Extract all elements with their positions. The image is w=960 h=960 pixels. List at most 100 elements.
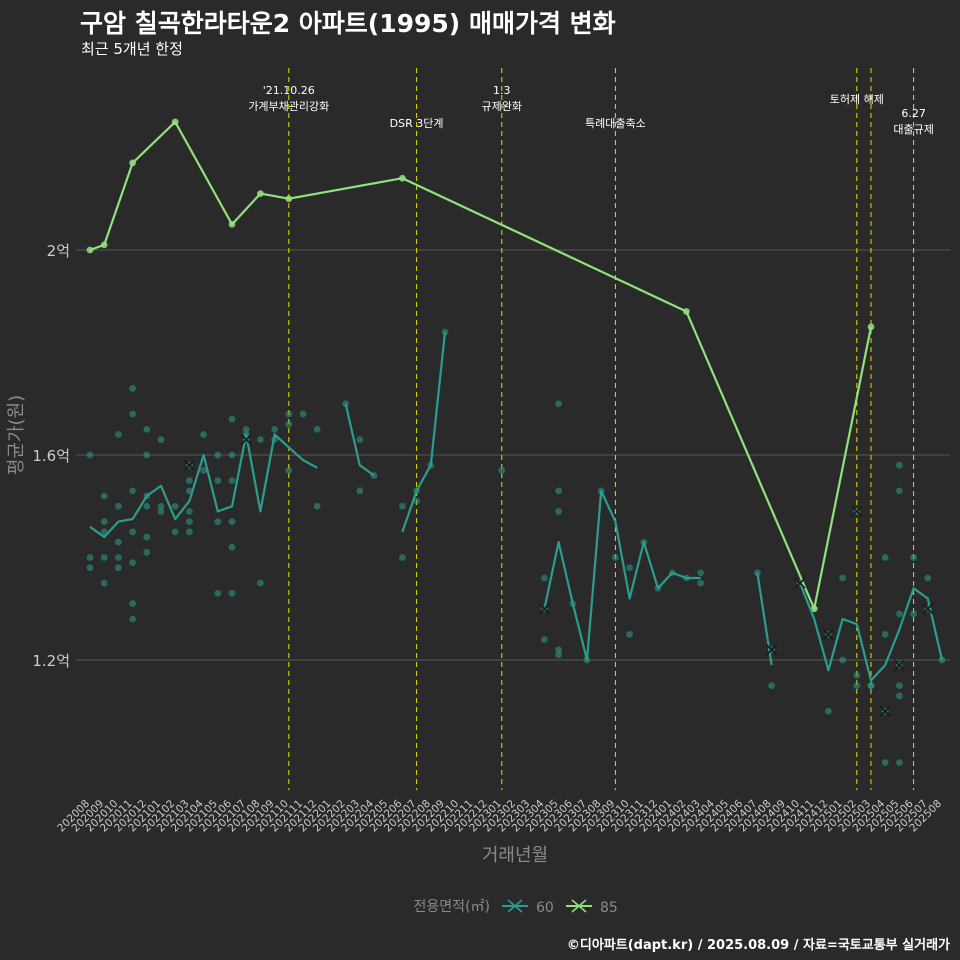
- point-60: [555, 487, 562, 495]
- point-60: [200, 466, 208, 474]
- point-60: [115, 538, 122, 546]
- point-60: [413, 497, 420, 505]
- point-60: [399, 502, 406, 510]
- point-60: [924, 574, 932, 582]
- point-60: [853, 671, 861, 679]
- point-60: [626, 564, 633, 572]
- point-60: [143, 533, 151, 541]
- point-60: [555, 646, 562, 654]
- x-marker-60: [922, 603, 934, 615]
- point-60: [100, 579, 108, 587]
- legend-label-85: 85: [600, 900, 618, 916]
- point-60: [157, 507, 165, 515]
- point-60: [825, 707, 832, 715]
- point-60: [186, 477, 193, 485]
- point-60: [399, 554, 406, 561]
- event-label: 가계부채관리강화: [248, 100, 329, 113]
- point-60: [186, 518, 193, 526]
- point-60: [129, 615, 137, 623]
- point-60: [129, 384, 137, 392]
- point-60: [143, 502, 151, 510]
- point-60: [285, 466, 293, 474]
- event-label: 1.3: [493, 84, 511, 97]
- point-60: [555, 507, 562, 515]
- x-marker-60: [183, 459, 195, 471]
- point-60: [115, 431, 122, 438]
- point-60: [896, 461, 903, 469]
- point-60: [228, 415, 236, 423]
- event-label: 특례대출축소: [585, 117, 646, 130]
- point-60: [100, 492, 108, 500]
- point-60: [171, 502, 179, 510]
- legend: 전용면적(㎡) 60 85: [414, 899, 618, 916]
- point-60: [143, 451, 151, 459]
- point-60: [115, 502, 122, 510]
- point-60: [228, 518, 236, 526]
- point-60: [285, 420, 293, 428]
- point-60: [214, 518, 222, 526]
- x-marker-60: [879, 705, 891, 717]
- point-60: [768, 682, 775, 690]
- point-60: [86, 564, 94, 572]
- point-60: [228, 543, 236, 551]
- point-60: [257, 579, 264, 587]
- point-60: [228, 451, 236, 459]
- point-60: [115, 554, 122, 561]
- point-60: [143, 548, 151, 556]
- markers-layer: [183, 434, 934, 717]
- legend-key-60: [502, 899, 528, 913]
- point-60: [228, 589, 236, 597]
- point-60: [697, 579, 704, 587]
- point-60: [129, 410, 137, 418]
- point-60: [242, 425, 250, 433]
- point-60: [100, 518, 108, 526]
- point-60: [896, 487, 903, 495]
- point-60: [881, 630, 889, 638]
- point-60: [129, 528, 137, 536]
- point-60: [910, 554, 917, 561]
- point-60: [143, 425, 151, 433]
- event-label: 토허제 해제: [830, 92, 884, 106]
- point-60: [881, 554, 889, 561]
- point-60: [285, 410, 293, 418]
- legend-label-60: 60: [536, 900, 554, 916]
- point-60: [271, 425, 278, 433]
- point-60: [612, 554, 619, 561]
- point-60: [214, 589, 222, 597]
- point-60: [257, 436, 264, 444]
- y-tick-label: 2억: [47, 242, 70, 260]
- point-60: [896, 610, 903, 618]
- grid-layer: [76, 249, 950, 661]
- chart-subtitle: 최근 5개년 한정: [81, 40, 183, 58]
- x-marker-60: [766, 644, 778, 656]
- x-marker-60: [851, 505, 863, 517]
- point-60: [896, 692, 903, 700]
- series-line-60: [89, 433, 318, 539]
- series-line-60: [756, 572, 773, 666]
- x-marker-60: [822, 628, 834, 640]
- x-axis-label: 거래년월: [482, 845, 548, 866]
- point-60: [200, 431, 208, 438]
- point-60: [541, 574, 548, 582]
- point-60: [214, 477, 222, 485]
- point-60: [228, 477, 236, 485]
- point-60: [839, 656, 846, 664]
- legend-title: 전용면적(㎡): [414, 899, 490, 915]
- point-85: [867, 323, 875, 331]
- x-marker-60: [538, 603, 550, 615]
- point-60: [896, 682, 903, 690]
- point-60: [541, 636, 548, 643]
- event-label: 6.27: [901, 107, 926, 120]
- point-60: [86, 451, 94, 459]
- point-60: [910, 610, 917, 618]
- point-60: [313, 425, 321, 433]
- point-60: [214, 451, 222, 459]
- event-label: DSR 3단계: [390, 117, 444, 130]
- point-60: [299, 410, 307, 418]
- y-axis-label: 평균가(원): [6, 395, 27, 475]
- point-60: [896, 759, 903, 766]
- y-tick-label: 1.6억: [32, 447, 70, 465]
- series-line-60: [401, 331, 447, 533]
- point-60: [555, 400, 562, 408]
- axis-layer: 1.2억1.6억2억202008202009202010202011202012…: [32, 242, 944, 834]
